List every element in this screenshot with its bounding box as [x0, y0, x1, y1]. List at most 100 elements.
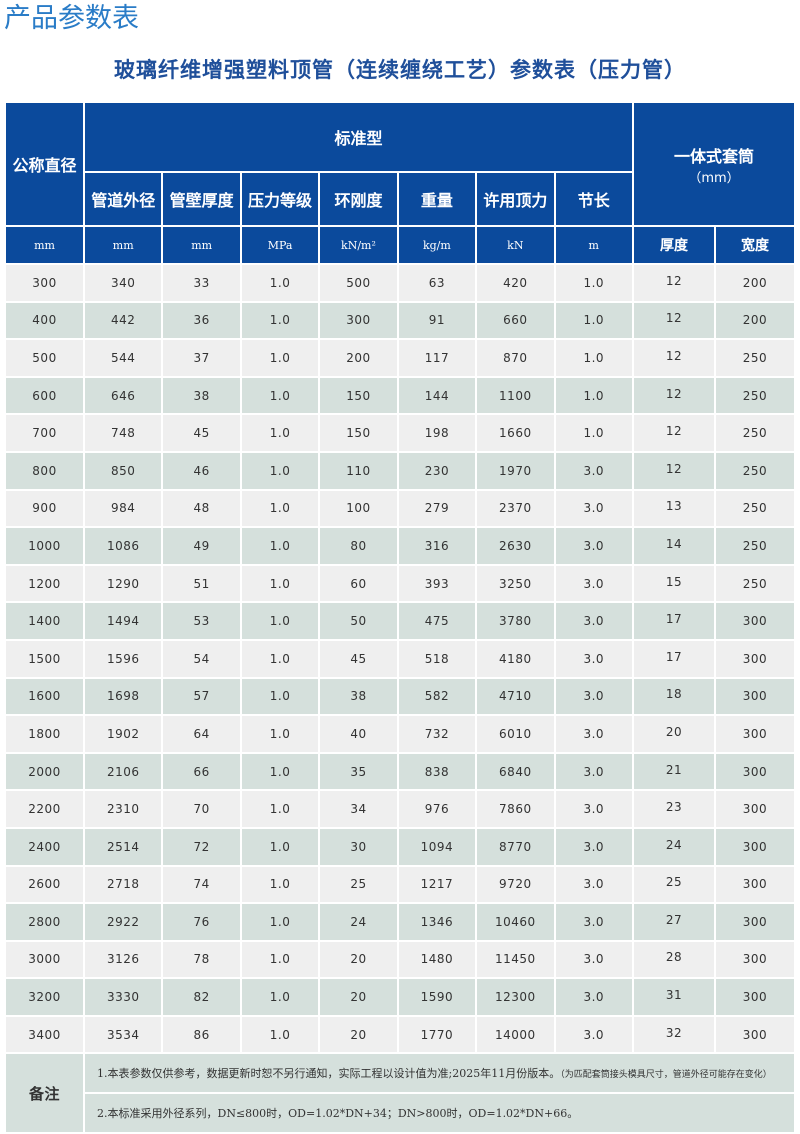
table-cell: 1.0 — [241, 340, 319, 376]
table-row: 2800 2922 76 1.0 24 1346 10460 3.0 27 300 — [6, 904, 794, 940]
table-cell: 300 — [715, 866, 794, 903]
table-row: 3200 3330 82 1.0 20 1590 12300 3.0 31 300 — [6, 979, 794, 1015]
table-cell: 475 — [398, 603, 476, 639]
table-cell: 1346 — [398, 904, 476, 940]
table-cell: 3.0 — [555, 866, 632, 903]
table-cell: 1800 — [6, 716, 83, 752]
table-cell: 300 — [715, 753, 794, 790]
table-row: 600 646 38 1.0 150 144 1100 1.0 12 250 — [6, 377, 794, 414]
table-cell: 12 — [633, 265, 714, 301]
table-cell: 1500 — [6, 640, 83, 677]
table-cell: 80 — [320, 528, 397, 564]
table-row: 3000 3126 78 1.0 20 1480 11450 3.0 28 300 — [6, 941, 794, 978]
table-cell: 2630 — [477, 528, 554, 564]
table-cell: 36 — [163, 302, 240, 339]
table-cell: 1.0 — [241, 828, 319, 865]
table-cell: 850 — [85, 452, 162, 489]
table-cell: 117 — [398, 340, 476, 376]
table-cell: 1.0 — [241, 716, 319, 752]
table-cell: 230 — [398, 452, 476, 489]
table-cell: 25 — [320, 866, 397, 903]
parameter-table: 公称直径 标准型 一体式套筒 （mm） 管道外径 管壁厚度 压力等级 环刚度 重量 许用顶… — [4, 101, 796, 1134]
table-cell: 53 — [163, 603, 240, 639]
table-cell: 500 — [320, 265, 397, 301]
column-header: 许用顶力 — [477, 173, 554, 225]
table-cell: 12 — [633, 302, 714, 339]
table-cell: 1902 — [85, 716, 162, 752]
table-cell: 12 — [633, 377, 714, 414]
table-cell: 250 — [715, 377, 794, 414]
table-row: 900 984 48 1.0 100 279 2370 3.0 13 250 — [6, 490, 794, 527]
table-cell: 1.0 — [241, 565, 319, 602]
table-cell: 40 — [320, 716, 397, 752]
table-cell: 3400 — [6, 1016, 83, 1053]
table-cell: 646 — [85, 377, 162, 414]
table-cell: 300 — [715, 791, 794, 827]
table-cell: 300 — [6, 265, 83, 301]
table-cell: 144 — [398, 377, 476, 414]
table-cell: 50 — [320, 603, 397, 639]
table-cell: 76 — [163, 904, 240, 940]
table-cell: 33 — [163, 265, 240, 301]
table-cell: 1094 — [398, 828, 476, 865]
page-title: 产品参数表 — [4, 3, 139, 34]
table-row: 1800 1902 64 1.0 40 732 6010 3.0 20 300 — [6, 716, 794, 752]
table-cell: 660 — [477, 302, 554, 339]
table-row: 500 544 37 1.0 200 117 870 1.0 12 250 — [6, 340, 794, 376]
table-cell: 45 — [163, 415, 240, 451]
table-cell: 200 — [320, 340, 397, 376]
table-cell: 3330 — [85, 979, 162, 1015]
table-cell: 2000 — [6, 753, 83, 790]
unit-header: MPa — [241, 227, 319, 263]
table-cell: 12 — [633, 415, 714, 451]
table-cell: 1.0 — [241, 866, 319, 903]
table-cell: 2106 — [85, 753, 162, 790]
table-cell: 1970 — [477, 452, 554, 489]
table-cell: 1.0 — [241, 1016, 319, 1053]
table-cell: 1.0 — [241, 490, 319, 527]
table-cell: 300 — [715, 678, 794, 715]
table-cell: 200 — [715, 265, 794, 301]
table-cell: 1.0 — [241, 603, 319, 639]
table-row: 1000 1086 49 1.0 80 316 2630 3.0 14 250 — [6, 528, 794, 564]
table-cell: 38 — [163, 377, 240, 414]
table-cell: 300 — [715, 716, 794, 752]
table-cell: 2718 — [85, 866, 162, 903]
table-cell: 500 — [6, 340, 83, 376]
table-cell: 4710 — [477, 678, 554, 715]
table-cell: 13 — [633, 490, 714, 527]
table-cell: 1600 — [6, 678, 83, 715]
table-row: 2600 2718 74 1.0 25 1217 9720 3.0 25 300 — [6, 866, 794, 903]
table-cell: 200 — [715, 302, 794, 339]
table-cell: 37 — [163, 340, 240, 376]
table-cell: 3.0 — [555, 490, 632, 527]
table-cell: 442 — [85, 302, 162, 339]
table-cell: 1.0 — [241, 415, 319, 451]
table-cell: 1.0 — [241, 678, 319, 715]
table-cell: 1200 — [6, 565, 83, 602]
table-cell: 3.0 — [555, 904, 632, 940]
table-cell: 18 — [633, 678, 714, 715]
table-cell: 23 — [633, 791, 714, 827]
table-cell: 3.0 — [555, 1016, 632, 1053]
table-cell: 300 — [715, 603, 794, 639]
column-header: 环刚度 — [320, 173, 397, 225]
table-cell: 15 — [633, 565, 714, 602]
table-cell: 250 — [715, 415, 794, 451]
table-cell: 1.0 — [241, 377, 319, 414]
table-cell: 3.0 — [555, 640, 632, 677]
table-cell: 1.0 — [555, 377, 632, 414]
table-cell: 1.0 — [555, 265, 632, 301]
table-cell: 70 — [163, 791, 240, 827]
table-cell: 3126 — [85, 941, 162, 978]
unit-header: mm — [6, 227, 83, 263]
table-cell: 400 — [6, 302, 83, 339]
note-2: 2.本标准采用外径系列，DN≤800时，OD=1.02*DN+34；DN>800… — [85, 1094, 794, 1133]
table-cell: 250 — [715, 490, 794, 527]
table-cell: 9720 — [477, 866, 554, 903]
table-cell: 35 — [320, 753, 397, 790]
table-cell: 63 — [398, 265, 476, 301]
table-cell: 1.0 — [555, 415, 632, 451]
table-row: 400 442 36 1.0 300 91 660 1.0 12 200 — [6, 302, 794, 339]
table-cell: 6010 — [477, 716, 554, 752]
